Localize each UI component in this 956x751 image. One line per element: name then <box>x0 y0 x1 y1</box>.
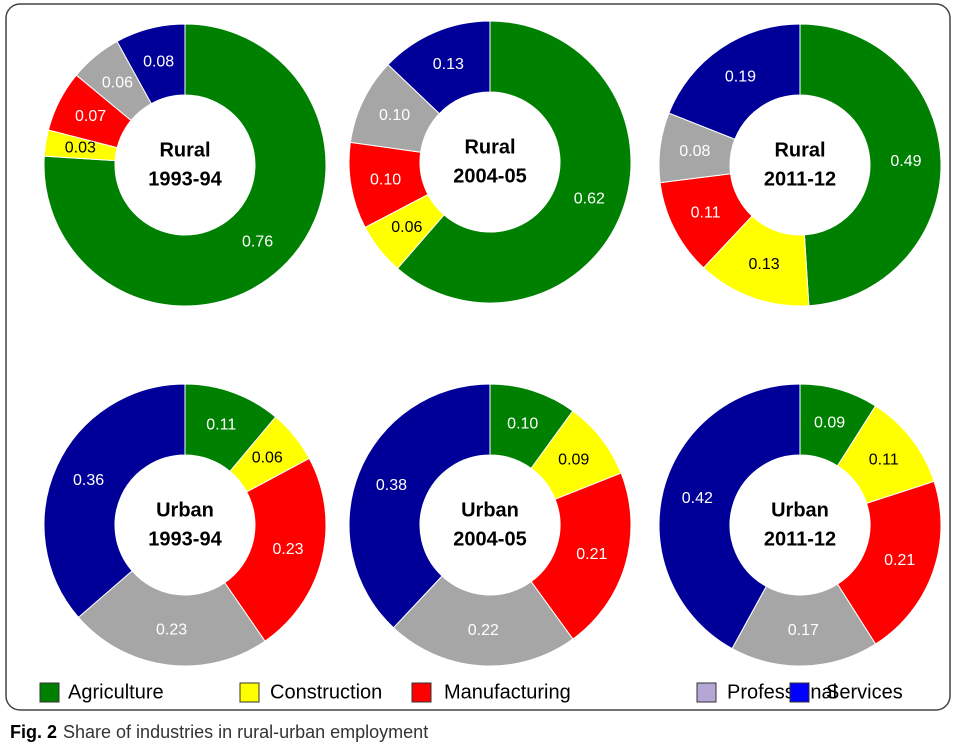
legend-label: Agriculture <box>68 681 164 703</box>
value-label: 0.62 <box>574 190 605 207</box>
center-title: Rural <box>464 136 515 158</box>
slice <box>836 480 942 645</box>
caption: Fig. 2 Share of industries in rural-urban… <box>10 722 428 742</box>
value-label: 0.13 <box>433 56 464 73</box>
legend-swatch <box>39 682 60 703</box>
center-subtitle: 2004-05 <box>453 165 526 187</box>
value-label: 0.06 <box>391 219 422 236</box>
center-subtitle: 1993-94 <box>148 528 222 550</box>
value-label: 0.08 <box>143 54 174 71</box>
legend-swatch <box>411 682 432 703</box>
center-subtitle: 1993-94 <box>148 168 222 190</box>
slice <box>530 472 632 640</box>
value-label: 0.76 <box>242 233 273 250</box>
slice <box>392 575 574 667</box>
value-label: 0.11 <box>869 451 899 468</box>
value-label: 0.42 <box>682 490 713 507</box>
value-label: 0.08 <box>679 143 710 160</box>
figure-frame <box>5 3 951 711</box>
slice <box>396 20 632 304</box>
legend-label: Manufacturing <box>444 681 571 703</box>
center-title: Rural <box>159 139 210 161</box>
legend-swatch <box>239 682 260 703</box>
center-subtitle: 2011-12 <box>764 528 836 550</box>
value-label: 0.22 <box>468 622 499 639</box>
slice <box>387 20 491 115</box>
legend-label: Construction <box>270 681 382 703</box>
value-label: 0.06 <box>252 449 283 466</box>
value-label: 0.03 <box>65 140 96 157</box>
value-label: 0.21 <box>884 552 915 569</box>
legend-swatch <box>789 682 810 703</box>
slice <box>43 23 327 307</box>
value-label: 0.10 <box>379 107 410 124</box>
slice <box>43 383 186 619</box>
value-label: 0.19 <box>725 69 756 86</box>
slice <box>223 457 327 642</box>
value-label: 0.07 <box>75 108 106 125</box>
value-label: 0.11 <box>691 204 721 221</box>
value-label: 0.23 <box>272 541 303 558</box>
center-subtitle: 2004-05 <box>453 528 526 550</box>
legend-swatch <box>696 682 717 703</box>
value-label: 0.13 <box>749 256 780 273</box>
center-title: Urban <box>156 499 214 521</box>
center-title: Rural <box>774 139 825 161</box>
slice <box>668 23 801 140</box>
legend-label: Professional <box>727 681 837 703</box>
value-label: 0.17 <box>788 622 819 639</box>
value-label: 0.10 <box>370 171 401 188</box>
legend-label: Services <box>826 681 903 703</box>
center-subtitle: 2011-12 <box>764 168 836 190</box>
value-label: 0.38 <box>376 477 407 494</box>
value-label: 0.23 <box>156 621 187 638</box>
caption-label: Fig. 2 <box>10 722 57 742</box>
slice <box>731 583 877 667</box>
value-label: 0.06 <box>102 75 133 92</box>
center-title: Urban <box>461 499 519 521</box>
value-label: 0.10 <box>507 415 538 432</box>
value-label: 0.21 <box>576 546 607 563</box>
value-label: 0.36 <box>73 472 104 489</box>
value-label: 0.49 <box>890 153 921 170</box>
value-label: 0.09 <box>814 414 845 431</box>
value-label: 0.11 <box>206 417 236 434</box>
center-title: Urban <box>771 499 829 521</box>
slice <box>799 23 942 307</box>
slice <box>77 570 266 667</box>
slice <box>348 383 491 629</box>
value-label: 0.09 <box>558 451 589 468</box>
slice <box>658 383 801 650</box>
slice <box>116 23 186 105</box>
caption-text: Share of industries in rural-urban emplo… <box>63 722 428 742</box>
